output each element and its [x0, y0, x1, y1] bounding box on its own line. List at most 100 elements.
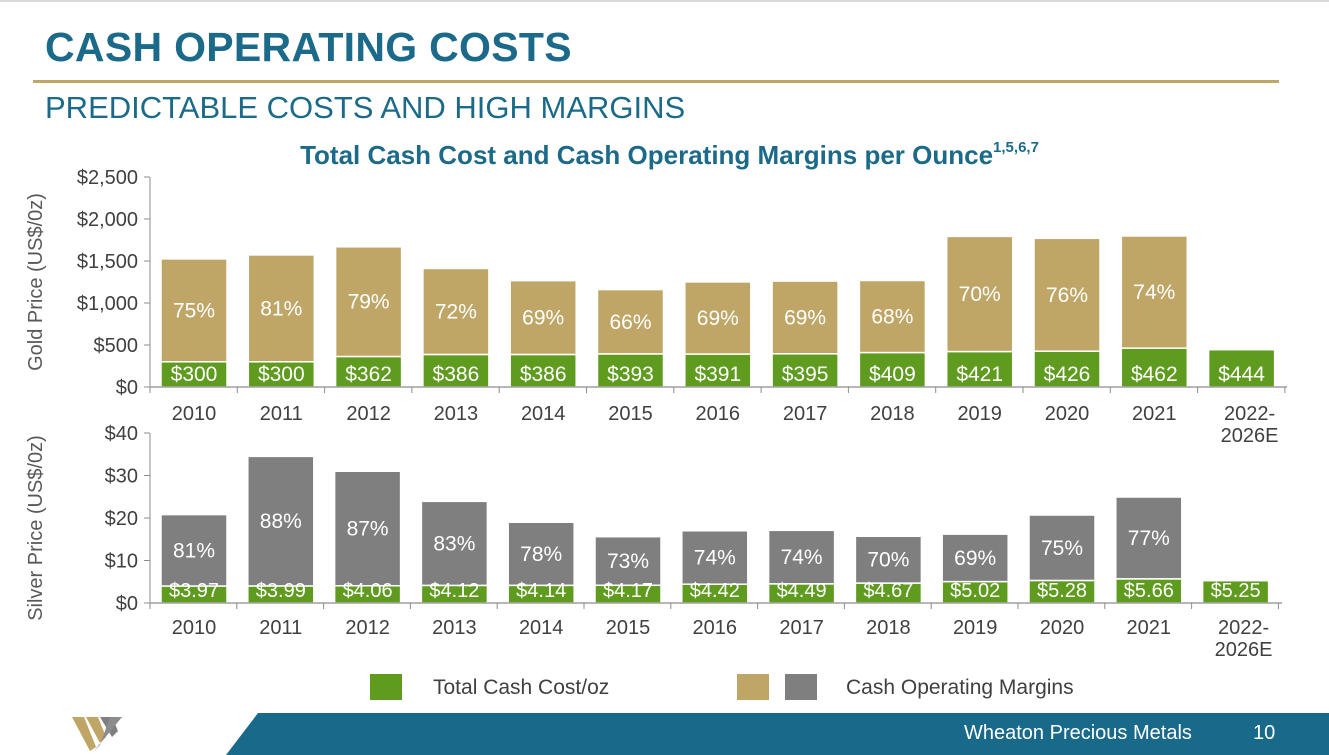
silver-category-label-line: 2026E [1215, 639, 1273, 661]
silver-margin-bar [333, 470, 402, 587]
top-border [0, 0, 1329, 2]
silver-margin-bar [160, 513, 228, 587]
gold-margin-label: 72% [435, 301, 477, 324]
gold-margin-bar [1033, 237, 1101, 352]
silver-category-label-line: 2012 [345, 617, 390, 639]
silver-cost-label: $5.02 [950, 580, 1000, 602]
gold-margin-label: 68% [871, 306, 913, 329]
silver-category-label: 2019 [953, 617, 998, 639]
gold-cost-label: $391 [694, 363, 741, 386]
chart-title: Total Cash Cost and Cash Operating Margi… [0, 139, 1329, 171]
silver-margin-bar [1028, 514, 1096, 582]
silver-margin-bar [767, 529, 836, 585]
gold-category-label: 2022-2026E [1221, 403, 1279, 447]
silver-cost-bar [1115, 578, 1183, 604]
title-divider [33, 80, 1279, 83]
gold-category-label-line: 2020 [1045, 403, 1090, 425]
gold-category-label-line: 2013 [434, 403, 479, 425]
legend-swatch-cost [370, 674, 402, 700]
legend-swatch-silver-margin [785, 674, 817, 700]
silver-cost-label: $4.42 [690, 580, 740, 602]
gold-cost-label: $300 [171, 363, 218, 386]
gold-cost-bar [509, 353, 577, 388]
gold-cost-bar [1207, 348, 1276, 388]
gold-margin-label: 69% [522, 307, 564, 330]
gold-margin-bar [160, 258, 228, 363]
gold-category-label: 2014 [521, 403, 566, 425]
gold-cost-label: $300 [258, 363, 305, 386]
gold-margin-label: 79% [348, 291, 390, 314]
silver-margin-label: 88% [260, 510, 302, 533]
silver-margin-bar [594, 535, 662, 587]
gold-category-label-line: 2019 [957, 403, 1002, 425]
silver-margin-label: 78% [520, 543, 562, 566]
silver-category-label-line: 2011 [259, 617, 302, 639]
silver-category-label-line: 2016 [693, 617, 738, 639]
gold-y-tick-label: $2,000 [77, 209, 138, 231]
silver-cost-label: $4.49 [777, 580, 827, 602]
gold-category-label: 2020 [1045, 403, 1090, 425]
gold-y-tick-label: $1,500 [77, 251, 138, 273]
gold-cost-bar [1120, 347, 1189, 388]
gold-cost-label: $409 [869, 363, 916, 386]
silver-margin-bar [507, 521, 575, 587]
legend-swatch-gold-margin [737, 674, 769, 700]
gold-y-axis-title: Gold Price (US$/0z) [25, 193, 47, 371]
gold-cost-bar [1033, 350, 1101, 388]
page-subtitle: PREDICTABLE COSTS AND HIGH MARGINS [45, 90, 686, 125]
gold-y-tick-label: $0 [116, 377, 138, 399]
gold-margin-label: 81% [260, 297, 302, 320]
silver-category-label: 2015 [606, 617, 651, 639]
gold-category-label-line: 2021 [1132, 403, 1177, 425]
silver-category-label-line: 2010 [172, 617, 217, 639]
page-title: CASH OPERATING COSTS [45, 24, 572, 70]
silver-category-label-line: 2017 [779, 617, 824, 639]
gold-margin-label: 76% [1046, 284, 1088, 307]
footer-brand: Wheaton Precious Metals [964, 722, 1192, 744]
gold-margin-bar [247, 254, 316, 363]
gold-margin-label: 70% [959, 283, 1001, 306]
silver-margin-label: 77% [1128, 527, 1170, 550]
gold-cost-label: $421 [956, 363, 1003, 386]
gold-category-label-line: 2017 [783, 403, 828, 425]
silver-cost-label: $3.99 [256, 580, 306, 602]
silver-cost-label: $4.12 [429, 580, 479, 602]
gold-category-label-line: 2011 [260, 403, 303, 425]
gold-chart: $0 $500 $1,000 $1,500 $2,000 $2,500 Gold Price… [25, 167, 1287, 447]
silver-category-label: 2014 [519, 617, 564, 639]
gold-margin-label: 75% [173, 299, 215, 322]
gold-category-label-line: 2016 [696, 403, 741, 425]
silver-cost-label: $5.25 [1211, 580, 1261, 602]
gold-category-label-line: 2018 [870, 403, 915, 425]
silver-cost-label: $4.17 [603, 580, 653, 602]
silver-y-tick-label: $10 [105, 551, 138, 573]
silver-category-label: 2022-2026E [1215, 617, 1273, 661]
silver-category-label-line: 2021 [1127, 617, 1172, 639]
silver-cost-label: $5.28 [1037, 580, 1087, 602]
silver-margin-bar [420, 500, 489, 587]
footer-band [226, 713, 1329, 755]
silver-category-label-line: 2018 [866, 617, 911, 639]
silver-cost-label: $3.97 [169, 580, 219, 602]
gold-category-label-line: 2014 [521, 403, 566, 425]
chart-title-footnotes: 1,5,6,7 [993, 139, 1039, 157]
silver-category-label-line: 2020 [1040, 617, 1085, 639]
silver-category-label: 2011 [259, 617, 302, 639]
gold-category-label: 2011 [260, 403, 303, 425]
gold-category-label-line: 2026E [1221, 425, 1279, 447]
silver-category-label-line: 2015 [606, 617, 651, 639]
gold-cost-label: $393 [607, 363, 654, 386]
legend-label-cost: Total Cash Cost/oz [433, 676, 610, 699]
gold-cost-bar [684, 353, 752, 388]
wheaton-logo-icon [72, 717, 122, 751]
silver-margin-label: 87% [347, 517, 389, 540]
gold-cost-label: $386 [433, 363, 480, 386]
gold-cost-label: $362 [345, 363, 392, 386]
gold-category-label: 2012 [346, 403, 391, 425]
gold-cost-bar [334, 355, 403, 388]
silver-category-label: 2021 [1127, 617, 1172, 639]
silver-margin-label: 74% [781, 546, 823, 569]
silver-category-label: 2017 [779, 617, 824, 639]
silver-cost-label: $4.14 [516, 580, 566, 602]
silver-margin-label: 81% [173, 539, 215, 562]
